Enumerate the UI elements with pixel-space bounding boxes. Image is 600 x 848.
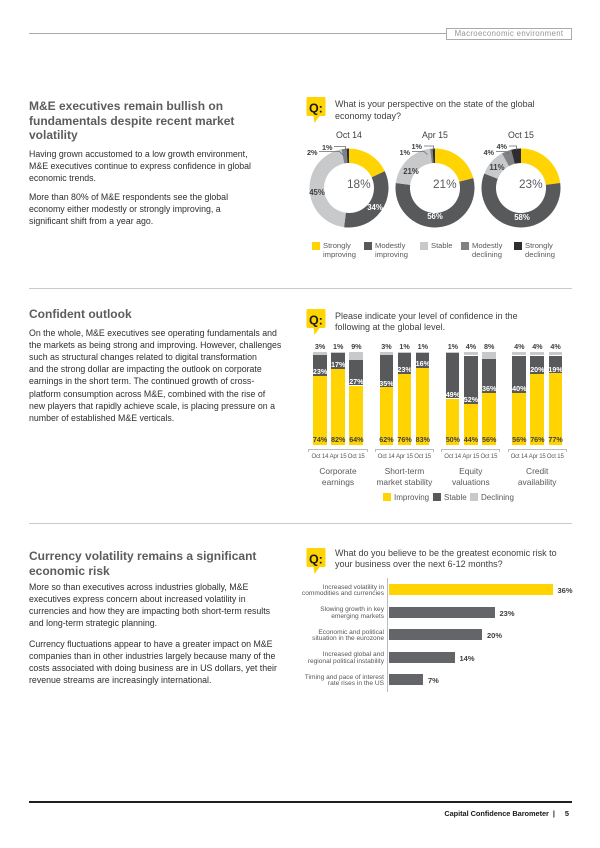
svg-text:Q:: Q:: [309, 313, 323, 327]
svg-text:Q:: Q:: [309, 101, 323, 115]
svg-text:Q:: Q:: [309, 552, 323, 566]
